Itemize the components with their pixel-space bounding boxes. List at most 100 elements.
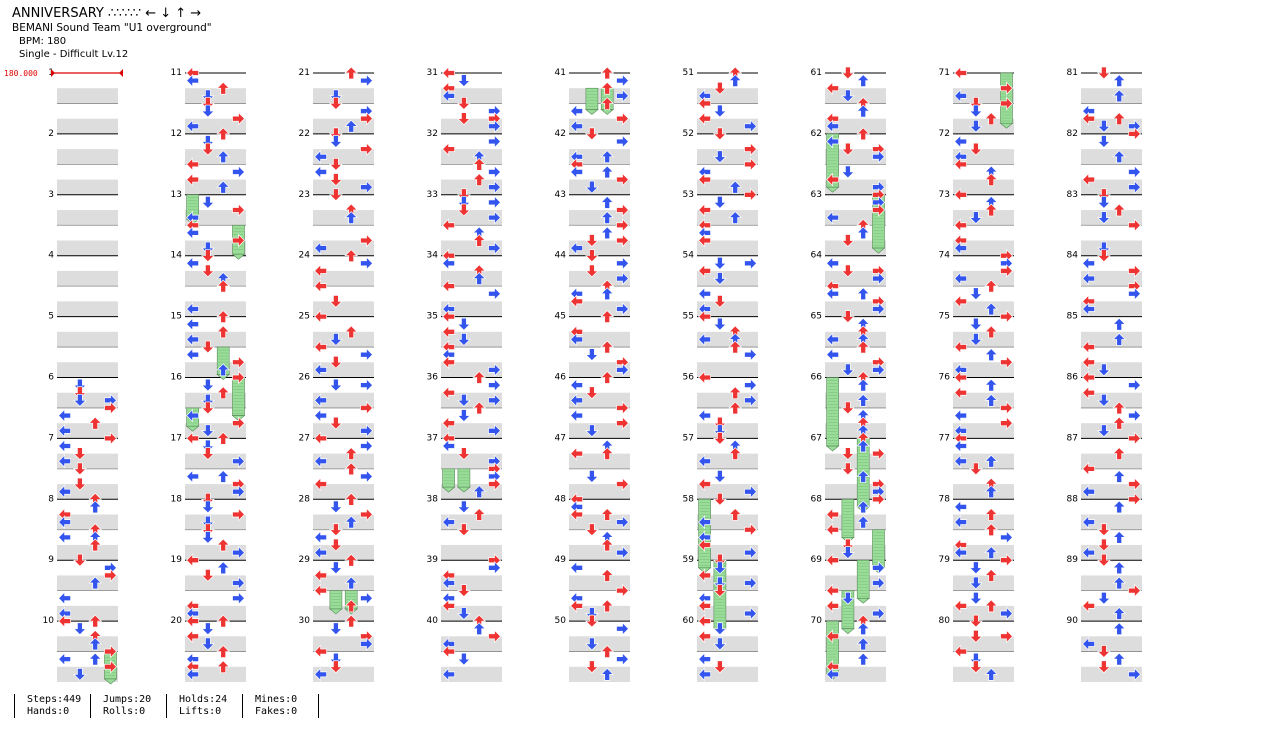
measure-number: 16	[171, 373, 183, 383]
step-arrow	[457, 652, 471, 666]
step-arrow	[314, 340, 327, 354]
step-arrow	[1000, 629, 1013, 644]
beat-band	[569, 605, 630, 622]
beat-band	[697, 331, 758, 348]
step-arrow	[472, 485, 487, 499]
step-arrow	[488, 378, 501, 392]
step-arrow	[698, 309, 711, 324]
beat-band	[441, 392, 502, 408]
step-arrow	[728, 401, 743, 415]
step-arrow	[969, 317, 983, 331]
step-arrow	[186, 629, 199, 644]
step-arrow	[954, 271, 967, 286]
measure-number: 84	[1067, 251, 1079, 261]
step-arrow	[841, 447, 855, 461]
beat-band	[57, 362, 118, 378]
measure-number: 61	[811, 68, 822, 78]
step-arrow	[600, 165, 615, 179]
step-arrow	[1000, 96, 1013, 111]
measure-number: 90	[1067, 616, 1079, 626]
step-arrow	[616, 583, 629, 598]
beat-band	[185, 514, 246, 530]
beat-band	[185, 210, 246, 226]
step-arrow	[1097, 196, 1111, 209]
step-arrow	[73, 477, 87, 491]
step-arrow	[216, 614, 231, 628]
step-arrow	[457, 97, 471, 110]
step-arrow	[698, 96, 711, 111]
step-arrow	[360, 256, 373, 271]
step-arrow	[73, 622, 87, 636]
step-arrow	[457, 393, 471, 407]
step-arrow	[1082, 462, 1095, 476]
step-arrow	[841, 264, 855, 278]
beat-band	[57, 301, 118, 317]
step-arrow	[616, 271, 629, 286]
step-arrow	[329, 89, 343, 103]
step-arrow	[232, 111, 245, 126]
step-arrow	[585, 234, 599, 247]
step-arrow	[954, 66, 967, 80]
step-arrow	[88, 500, 103, 514]
step-arrow	[216, 310, 231, 323]
step-arrow	[841, 142, 855, 156]
step-arrow	[442, 667, 455, 682]
step-arrow	[329, 97, 343, 110]
step-arrow	[329, 622, 343, 636]
step-arrow	[969, 660, 983, 674]
step-arrow	[600, 371, 615, 384]
step-arrow	[1000, 81, 1013, 96]
step-arrow	[713, 256, 727, 270]
step-arrow	[585, 348, 599, 362]
beat-band	[57, 118, 118, 134]
beat-band	[953, 88, 1014, 104]
step-arrow	[744, 157, 757, 172]
step-arrow	[1097, 135, 1111, 149]
step-arrow	[1128, 583, 1141, 598]
step-arrow	[1112, 317, 1127, 331]
song-artist: BEMANI Sound Team "U1 overground"	[12, 22, 212, 34]
step-arrow	[216, 431, 231, 445]
measure-number: 39	[427, 555, 439, 565]
beat-band	[57, 270, 118, 287]
step-arrow	[744, 484, 757, 499]
step-arrow	[984, 454, 999, 468]
step-arrow	[744, 119, 757, 134]
measure-number: 45	[555, 312, 566, 322]
step-arrow	[58, 530, 71, 545]
step-arrow	[872, 363, 885, 377]
measure-number: 23	[299, 190, 310, 200]
step-arrow	[344, 599, 359, 613]
step-arrow	[1082, 271, 1095, 286]
beat-band	[313, 484, 374, 500]
measure-number: 40	[427, 616, 439, 626]
beat-band	[185, 484, 246, 500]
step-arrow	[570, 446, 583, 461]
step-arrow	[186, 667, 199, 682]
beat-band	[1081, 331, 1142, 348]
step-arrow	[457, 584, 471, 598]
measure-number: 13	[171, 190, 182, 200]
beat-band	[57, 179, 118, 195]
beat-band	[825, 636, 886, 652]
step-arrow	[713, 584, 727, 598]
step-arrow	[744, 347, 757, 362]
beat-band	[57, 575, 118, 591]
beat-band	[953, 331, 1014, 348]
step-arrow	[600, 538, 615, 552]
measure-number: 78	[939, 494, 951, 504]
step-arrow	[488, 134, 501, 149]
step-arrow	[488, 119, 501, 134]
step-arrow	[698, 264, 711, 278]
step-arrow	[472, 272, 487, 285]
measure-number: 28	[299, 494, 311, 504]
beat-band	[441, 240, 502, 256]
beat-band	[569, 118, 630, 134]
step-arrow	[314, 363, 327, 377]
step-arrow	[1128, 218, 1141, 233]
step-arrow	[1097, 393, 1111, 407]
step-arrow	[1112, 622, 1127, 636]
step-arrow	[600, 287, 615, 301]
beat-band	[697, 605, 758, 622]
step-arrow	[360, 378, 373, 392]
